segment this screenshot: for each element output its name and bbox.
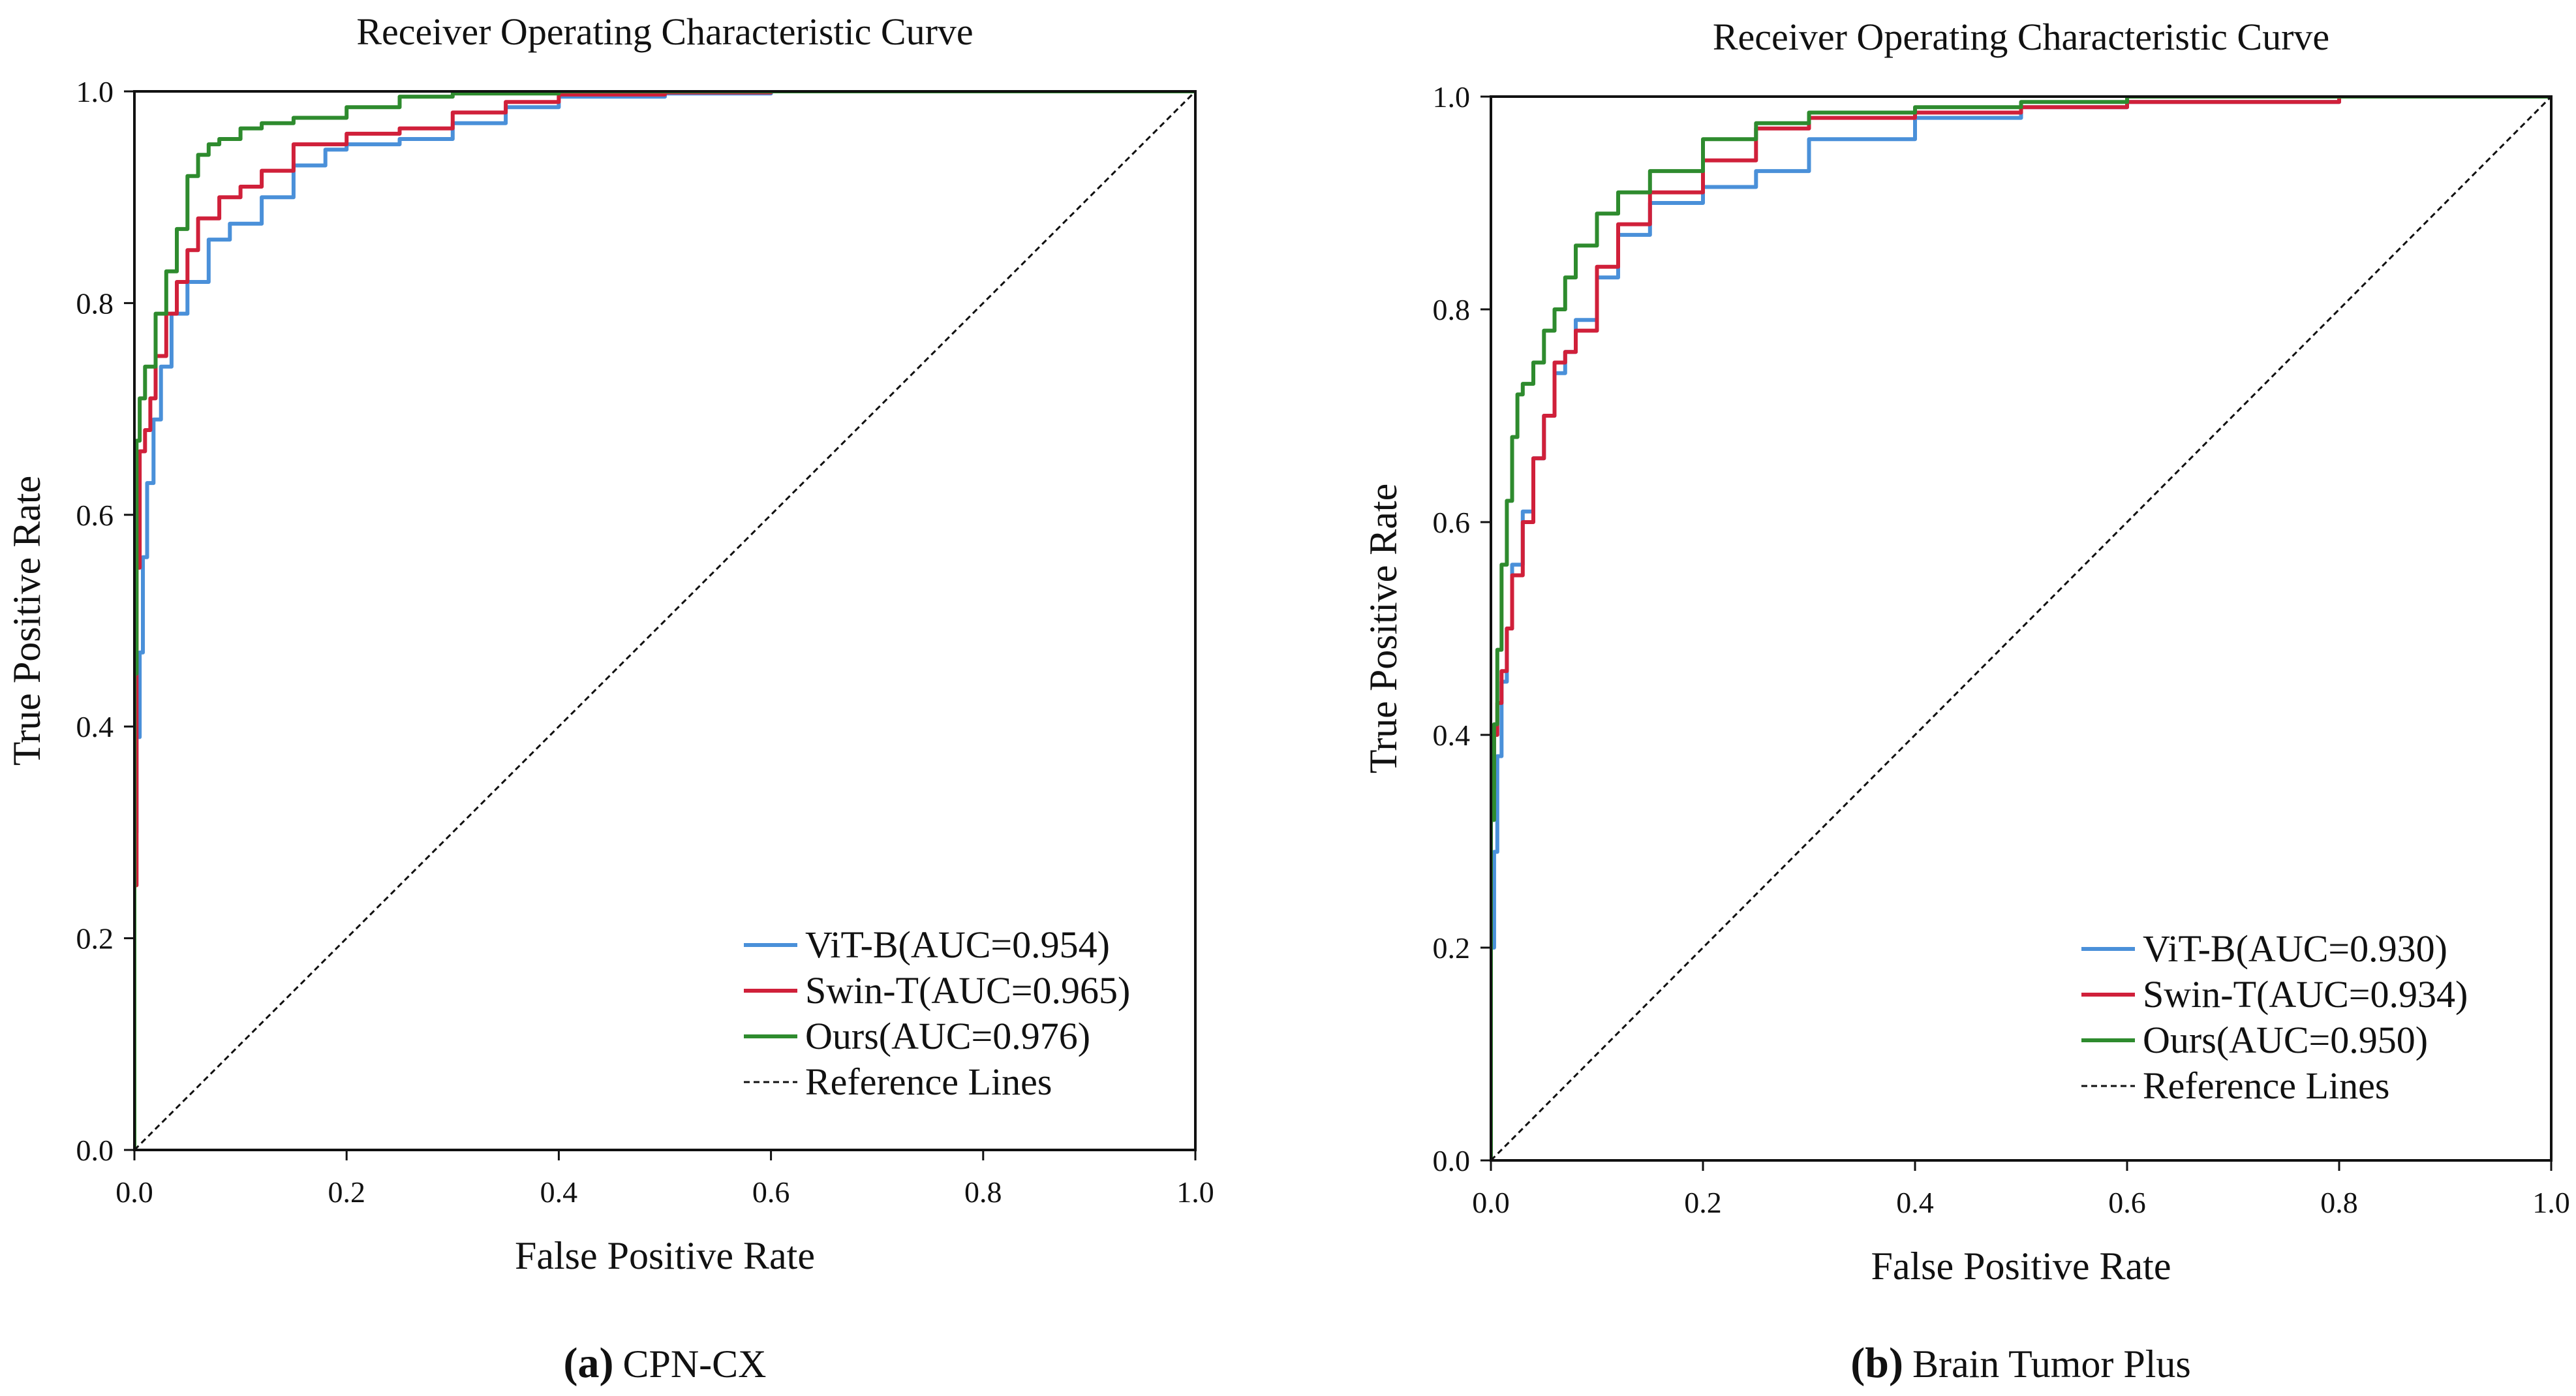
legend-label: Ours(AUC=0.950) [2143,1019,2428,1061]
x-tick-label: 0.2 [1684,1186,1722,1219]
plot-frame [1490,95,2553,1162]
caption-text: CPN-CX [622,1342,766,1386]
y-tick-label: 0.2 [76,922,114,955]
y-tick-label: 0.6 [1433,506,1471,539]
x-tick-label: 0.6 [2108,1186,2146,1219]
legend-label: Reference Lines [805,1061,1052,1103]
caption-text: Brain Tumor Plus [1912,1342,2191,1386]
legend: ViT-B(AUC=0.954)Swin-T(AUC=0.965)Ours(AU… [744,923,1130,1103]
x-tick-label: 0.8 [2320,1186,2358,1219]
y-axis-label: True Positive Rate [5,476,48,766]
x-tick-label: 1.0 [1176,1175,1214,1209]
y-tick-label: 0.6 [76,499,114,532]
chart-panel-a: Receiver Operating Characteristic Curve F… [5,10,1214,1387]
x-tick-label: 0.8 [964,1175,1002,1209]
x-tick-label: 0.6 [752,1175,790,1209]
y-tick-label: 0.8 [76,287,114,320]
legend-label: Swin-T(AUC=0.934) [2143,973,2468,1016]
figure-caption: (b) Brain Tumor Plus [1850,1339,2190,1387]
roc-curve-1 [134,91,1195,1150]
legend: ViT-B(AUC=0.930)Swin-T(AUC=0.934)Ours(AU… [2081,927,2468,1107]
legend-label: ViT-B(AUC=0.930) [2143,927,2447,970]
y-tick-label: 0.4 [1433,719,1471,752]
legend-label: ViT-B(AUC=0.954) [805,923,1110,966]
roc-curve-2 [134,91,1195,1150]
caption-letter: (a) [563,1339,613,1387]
x-tick-label: 1.0 [2532,1186,2570,1219]
y-tick-label: 0.2 [1433,931,1471,965]
y-tick-label: 0.0 [1433,1144,1471,1177]
y-tick-label: 0.4 [76,710,114,743]
y-tick-label: 1.0 [1433,80,1471,114]
legend-label: Reference Lines [2143,1064,2389,1107]
x-tick-label: 0.0 [115,1175,153,1209]
roc-curve-0 [134,91,1195,1150]
roc-curve-2 [1491,97,2551,1160]
y-tick-label: 1.0 [76,75,114,108]
chart-title: Receiver Operating Characteristic Curve [1713,16,2329,58]
series-group [134,91,1195,1150]
roc-curve-1 [1491,97,2551,1160]
x-tick-label: 0.4 [540,1175,578,1209]
reference-line [134,91,1195,1150]
figure-caption: (a) CPN-CX [563,1339,766,1387]
y-axis-label: True Positive Rate [1362,484,1405,773]
caption-letter: (b) [1850,1339,1903,1387]
x-axis-label: False Positive Rate [1871,1245,2171,1288]
reference-line [1491,97,2551,1160]
y-tick-label: 0.8 [1433,293,1471,326]
chart-panel-b: Receiver Operating Characteristic Curve F… [1362,16,2570,1387]
x-tick-label: 0.2 [328,1175,365,1209]
legend-label: Ours(AUC=0.976) [805,1015,1090,1057]
series-group [1491,97,2551,1160]
y-tick-label: 0.0 [76,1134,114,1167]
chart-title: Receiver Operating Characteristic Curve [356,10,973,53]
x-tick-label: 0.4 [1896,1186,1934,1219]
plot-frame [133,90,1197,1151]
x-tick-label: 0.0 [1472,1186,1510,1219]
legend-label: Swin-T(AUC=0.965) [805,969,1130,1012]
x-axis-label: False Positive Rate [515,1234,815,1277]
